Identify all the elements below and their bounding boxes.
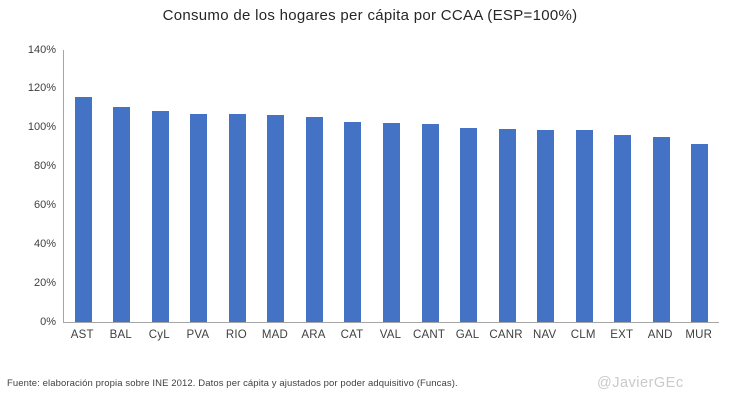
bar-slot — [141, 50, 180, 322]
y-axis-tick-label-120: 120% — [27, 82, 56, 95]
x-axis-label-AST: AST — [70, 329, 94, 341]
bar-CANR — [498, 128, 516, 322]
x-axis-label-ARA: ARA — [301, 329, 326, 341]
bar-slot — [565, 50, 604, 322]
bar-NAV — [537, 129, 555, 322]
bar-CyL — [151, 111, 169, 322]
bar-BAL — [113, 107, 131, 322]
x-axis-label-NAV: NAV — [532, 329, 557, 341]
x-axis-label-VAL: VAL — [379, 329, 402, 341]
x-axis-label-CyL: CyL — [148, 329, 170, 341]
bar-MAD — [267, 115, 285, 322]
x-axis-label-CLM: CLM — [570, 329, 596, 341]
x-axis-label-CANT: CANT — [412, 329, 446, 341]
bar-slot — [642, 50, 681, 322]
x-axis-label-CAT: CAT — [340, 329, 364, 341]
bar-MUR — [691, 144, 709, 322]
chart-title: Consumo de los hogares per cápita por CC… — [162, 7, 578, 24]
bar-RIO — [228, 114, 246, 322]
bar-slot — [411, 50, 450, 322]
y-axis-tick-label-80: 80% — [33, 160, 56, 173]
bar-AND — [652, 137, 670, 322]
bar-GAL — [460, 127, 478, 322]
bar-slot — [295, 50, 334, 322]
x-axis-label-AND: AND — [647, 329, 673, 341]
x-axis-label-GAL: GAL — [455, 329, 480, 341]
bar-slot — [681, 50, 720, 322]
bar-CLM — [575, 129, 593, 322]
x-axis-label-EXT: EXT — [610, 329, 634, 341]
plot-area — [63, 50, 719, 323]
bar-slot — [603, 50, 642, 322]
source-note: Fuente: elaboración propia sobre INE 201… — [7, 378, 458, 389]
x-axis-label-CANR: CANR — [489, 329, 523, 341]
bar-AST — [74, 96, 92, 322]
y-axis-tick-label-40: 40% — [33, 237, 56, 250]
y-axis-tick-label-20: 20% — [33, 276, 56, 289]
bar-slot — [488, 50, 527, 322]
bar-VAL — [383, 122, 401, 322]
y-axis-tick-label-60: 60% — [33, 198, 56, 211]
bar-slot — [180, 50, 219, 322]
bar-CAT — [344, 121, 362, 322]
y-axis-tick-label-100: 100% — [27, 121, 56, 134]
bar-EXT — [614, 134, 632, 322]
x-axis-label-PVA: PVA — [186, 329, 210, 341]
bar-PVA — [190, 114, 208, 322]
bar-slot — [64, 50, 103, 322]
bar-ARA — [305, 117, 323, 322]
x-axis-label-RIO: RIO — [225, 329, 247, 341]
y-axis-tick-label-140: 140% — [27, 43, 56, 56]
bar-slot — [526, 50, 565, 322]
bar-slot — [449, 50, 488, 322]
bar-slot — [372, 50, 411, 322]
x-axis-label-BAL: BAL — [109, 329, 132, 341]
watermark: @JavierGEc — [597, 375, 684, 391]
bar-slot — [334, 50, 373, 322]
bar-slot — [218, 50, 257, 322]
x-axis: AST BAL CyL PVA RIO MAD ARA CAT VAL CANT GAL CANR NA… — [63, 329, 718, 341]
bar-slot — [103, 50, 142, 322]
bar-CANT — [421, 123, 439, 322]
bar-slot — [257, 50, 296, 322]
x-axis-label-MAD: MAD — [261, 329, 288, 341]
x-axis-label-MUR: MUR — [685, 329, 713, 341]
y-axis-tick-label-0: 0% — [40, 315, 56, 328]
